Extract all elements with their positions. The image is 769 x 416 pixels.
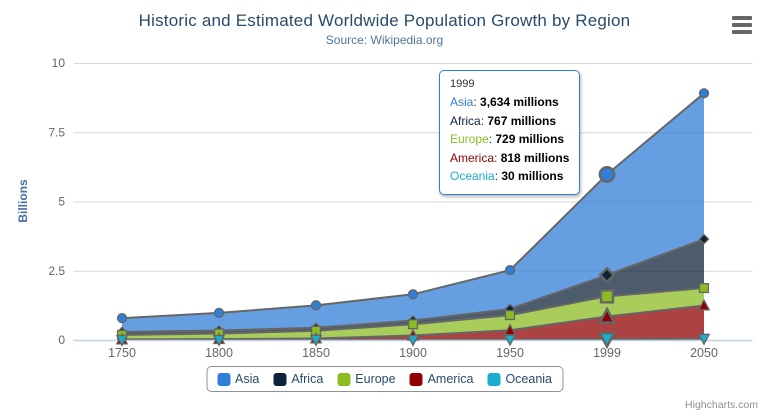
area-america xyxy=(122,305,704,340)
tooltip-series-name: Africa xyxy=(450,113,481,128)
tooltip-series-name: Europe xyxy=(450,132,489,146)
legend-swatch xyxy=(409,372,423,386)
marker-europe-1950[interactable] xyxy=(504,310,516,321)
marker-oceania-1750[interactable] xyxy=(115,334,129,347)
x-axis-label: 1850 xyxy=(302,346,330,360)
legend-swatch xyxy=(337,372,351,386)
y-axis-title: Billions xyxy=(16,179,30,223)
marker-oceania-2050[interactable] xyxy=(697,333,711,346)
tooltip-header: 1999 xyxy=(450,78,475,90)
x-axis-label: 1950 xyxy=(496,346,524,360)
chart-subtitle: Source: Wikipedia.org xyxy=(325,33,444,47)
marker-europe-1999[interactable] xyxy=(599,289,615,304)
tooltip-row-oceania: Oceania: 30 millions xyxy=(450,169,564,183)
marker-asia-1800[interactable] xyxy=(213,307,225,319)
hamburger-icon xyxy=(732,23,752,27)
legend-item-europe[interactable]: Europe xyxy=(337,372,396,386)
x-axis-label: 1900 xyxy=(399,346,427,360)
legend-item-america[interactable]: America xyxy=(409,372,474,386)
hamburger-icon xyxy=(732,16,752,20)
y-axis-label: 10 xyxy=(52,56,66,70)
tooltip-series-value: 767 millions xyxy=(487,113,557,128)
marker-asia-1950[interactable] xyxy=(504,264,516,276)
marker-america-2050[interactable] xyxy=(697,298,711,311)
legend-swatch xyxy=(487,372,501,386)
tooltip-series-value: 30 millions xyxy=(501,169,564,183)
marker-africa-2050[interactable] xyxy=(698,233,710,245)
hamburger-icon xyxy=(732,30,752,34)
tooltip: 1999 Asia: 3,634 millions Africa: 767 mil… xyxy=(439,70,581,195)
tooltip-rows: Asia: 3,634 millions Africa: 767 millions… xyxy=(450,93,569,186)
tooltip-series-name: America xyxy=(450,150,495,165)
legend-label: Africa xyxy=(291,372,324,386)
x-axis-label: 2050 xyxy=(690,346,718,360)
tooltip-series-name: Oceania xyxy=(450,169,495,183)
x-axis-label: 1999 xyxy=(593,346,621,360)
marker-america-1999[interactable] xyxy=(597,306,617,324)
legend-label: Asia xyxy=(235,372,260,386)
y-axis-label: 5 xyxy=(58,195,65,209)
marker-africa-1999[interactable] xyxy=(598,266,616,284)
chart-title: Historic and Estimated Worldwide Populat… xyxy=(138,11,631,30)
legend-item-asia[interactable]: Asia xyxy=(217,372,259,386)
marker-europe-2050[interactable] xyxy=(698,283,710,294)
marker-asia-1900[interactable] xyxy=(407,289,419,300)
marker-oceania-1999[interactable] xyxy=(597,331,617,350)
legend-label: America xyxy=(427,372,474,386)
export-menu-button[interactable] xyxy=(730,15,754,35)
marker-oceania-1950[interactable] xyxy=(503,334,517,347)
y-axis-label: 2.5 xyxy=(48,264,65,278)
legend-swatch xyxy=(273,372,287,386)
marker-oceania-1850[interactable] xyxy=(309,334,323,347)
area-asia xyxy=(122,93,704,332)
tooltip-series-value: 729 millions xyxy=(495,132,565,146)
tooltip-series-value: 3,634 millions xyxy=(480,95,559,109)
tooltip-series-name: Asia xyxy=(450,95,474,109)
marker-asia-1850[interactable] xyxy=(310,300,322,311)
tooltip-row-africa: Africa: 767 millions xyxy=(450,113,557,128)
x-axis-label: 1750 xyxy=(108,346,136,360)
y-axis-label: 7.5 xyxy=(48,125,65,139)
legend-item-africa[interactable]: Africa xyxy=(273,372,323,386)
tooltip-series-value: 818 millions xyxy=(500,150,570,165)
legend: Asia Africa Europe America Oceania xyxy=(206,366,563,392)
legend-item-oceania[interactable]: Oceania xyxy=(487,372,552,386)
marker-oceania-1800[interactable] xyxy=(212,334,226,347)
x-axis-label: 1800 xyxy=(205,346,233,360)
legend-label: Oceania xyxy=(505,372,552,386)
tooltip-row-america: America: 818 millions xyxy=(450,150,570,165)
marker-europe-1900[interactable] xyxy=(407,319,419,330)
highcharts-credit[interactable]: Highcharts.com xyxy=(685,399,758,411)
legend-swatch xyxy=(217,372,230,386)
marker-oceania-1900[interactable] xyxy=(406,334,420,347)
marker-asia-2050[interactable] xyxy=(698,88,710,99)
marker-asia-1750[interactable] xyxy=(116,312,128,324)
marker-asia-1999[interactable] xyxy=(598,166,616,183)
area-africa xyxy=(122,239,704,335)
y-axis-label: 0 xyxy=(58,333,65,347)
legend-label: Europe xyxy=(355,372,396,386)
tooltip-row-europe: Europe: 729 millions xyxy=(450,132,565,146)
tooltip-row-asia: Asia: 3,634 millions xyxy=(450,95,559,109)
